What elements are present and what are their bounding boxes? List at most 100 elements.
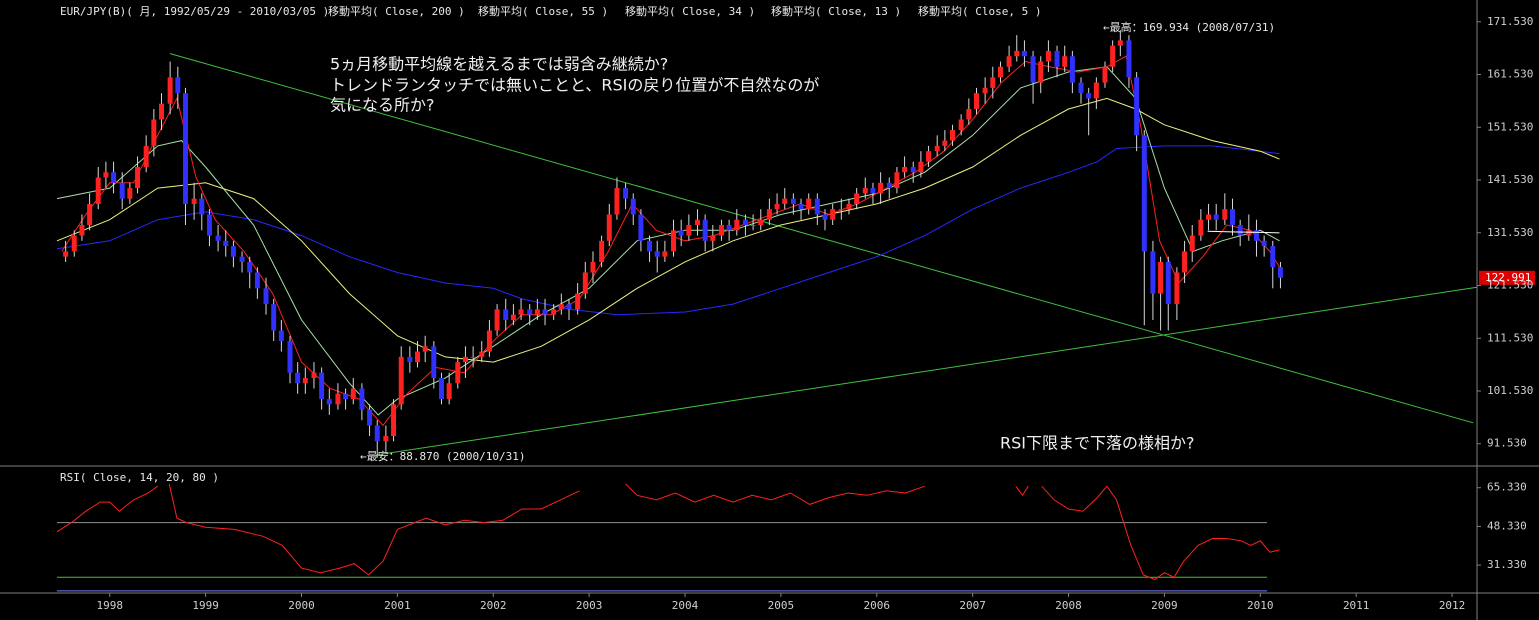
candle-body	[127, 188, 133, 199]
candle-body	[694, 219, 700, 226]
y-tick-label: 151.530	[1487, 120, 1533, 133]
x-tick-label: 2009	[1151, 599, 1178, 612]
candle-body	[223, 240, 229, 247]
candle-body	[1086, 93, 1092, 99]
candle-body	[407, 356, 413, 363]
candle-body	[1213, 214, 1219, 220]
candle-body	[558, 304, 564, 310]
rsi-line	[168, 483, 580, 576]
candle-body	[1174, 272, 1180, 305]
candle-body	[206, 214, 212, 236]
candle-body	[726, 225, 732, 231]
y-tick-label: 141.530	[1487, 173, 1533, 186]
candle-body	[462, 356, 468, 363]
candle-body	[1150, 251, 1156, 294]
candle-body	[143, 145, 149, 167]
candle-body	[350, 388, 356, 400]
rsi-line	[1015, 485, 1029, 497]
candle-body	[822, 214, 828, 220]
candle-body	[486, 330, 492, 352]
y-tick-label: 131.530	[1487, 226, 1533, 239]
candle-body	[830, 209, 836, 220]
x-tick-label: 2002	[480, 599, 507, 612]
candle-body	[1165, 261, 1171, 305]
candle-body	[982, 87, 988, 94]
y-tick-label: 65.330	[1487, 481, 1527, 494]
candle-body	[814, 198, 820, 215]
candle-body	[278, 330, 284, 342]
candle-body	[582, 272, 588, 294]
candle-body	[1102, 66, 1108, 83]
candle-body	[1158, 261, 1164, 294]
x-tick-label: 1998	[96, 599, 123, 612]
candle-body	[415, 351, 421, 363]
candle-body	[1261, 240, 1267, 247]
candle-body	[326, 399, 332, 405]
candle-body	[854, 193, 860, 204]
candle-body	[678, 230, 684, 236]
candle-body	[119, 182, 125, 199]
candle-body	[654, 251, 660, 257]
plot: 122.991	[56, 21, 1535, 597]
candle-body	[966, 108, 972, 120]
candle-body	[287, 341, 293, 373]
candle-body	[159, 103, 165, 120]
candle-body	[182, 93, 188, 204]
candle-body	[302, 377, 308, 384]
candle-body	[1030, 56, 1036, 83]
candle-body	[870, 188, 876, 194]
x-tick-label: 1999	[192, 599, 219, 612]
candle-body	[886, 182, 892, 189]
candle-body	[534, 309, 540, 315]
candle-body	[431, 346, 437, 378]
y-tick-label: 48.330	[1487, 519, 1527, 532]
x-tick-label: 2005	[768, 599, 795, 612]
high-label: ←最高：169.934 (2008/07/31)	[1103, 20, 1275, 34]
rsi-label: RSI( Close, 14, 20, 80 )	[60, 471, 219, 484]
legend-entry: 移動平均( Close, 55 )	[478, 4, 608, 18]
candle-body	[742, 219, 748, 226]
candle-body	[774, 203, 780, 210]
candle-body	[398, 356, 404, 405]
candle-body	[1062, 56, 1068, 67]
candle-body	[367, 409, 373, 426]
candle-body	[606, 214, 612, 241]
candle-body	[910, 166, 916, 173]
candle-body	[1182, 251, 1188, 273]
candle-body	[254, 272, 260, 289]
moving-average	[56, 145, 1280, 316]
last-price-label: 122.991	[1485, 271, 1531, 284]
candle-body	[599, 240, 605, 262]
candle-body	[295, 372, 301, 384]
candle-body	[718, 225, 724, 236]
y-tick-label: 101.530	[1487, 384, 1533, 397]
candle-body	[311, 372, 317, 378]
candle-body	[343, 393, 349, 400]
candle-body	[271, 304, 277, 331]
x-tick-label: 2000	[288, 599, 315, 612]
candle-body	[1069, 56, 1075, 83]
candle-body	[359, 388, 365, 410]
candle-body	[1141, 135, 1147, 252]
candle-body	[575, 293, 581, 310]
x-tick-label: 2007	[959, 599, 986, 612]
low-label: ←最安：88.870 (2000/10/31)	[360, 449, 525, 463]
candle-body	[455, 362, 461, 384]
candle-body	[263, 288, 269, 305]
candle-body	[623, 188, 629, 199]
candle-body	[518, 309, 524, 315]
candle-body	[614, 188, 620, 215]
candle-body	[63, 251, 69, 257]
moving-average	[61, 55, 1280, 427]
candle-body	[230, 246, 236, 257]
candle-body	[1222, 209, 1228, 220]
candle-body	[542, 309, 548, 315]
candle-body	[1045, 50, 1051, 62]
x-tick-label: 2003	[576, 599, 603, 612]
trend-line	[376, 286, 1478, 456]
candle-body	[1093, 82, 1099, 99]
legend-entry: 移動平均( Close, 200 )	[328, 4, 465, 18]
candle-body	[383, 435, 389, 442]
